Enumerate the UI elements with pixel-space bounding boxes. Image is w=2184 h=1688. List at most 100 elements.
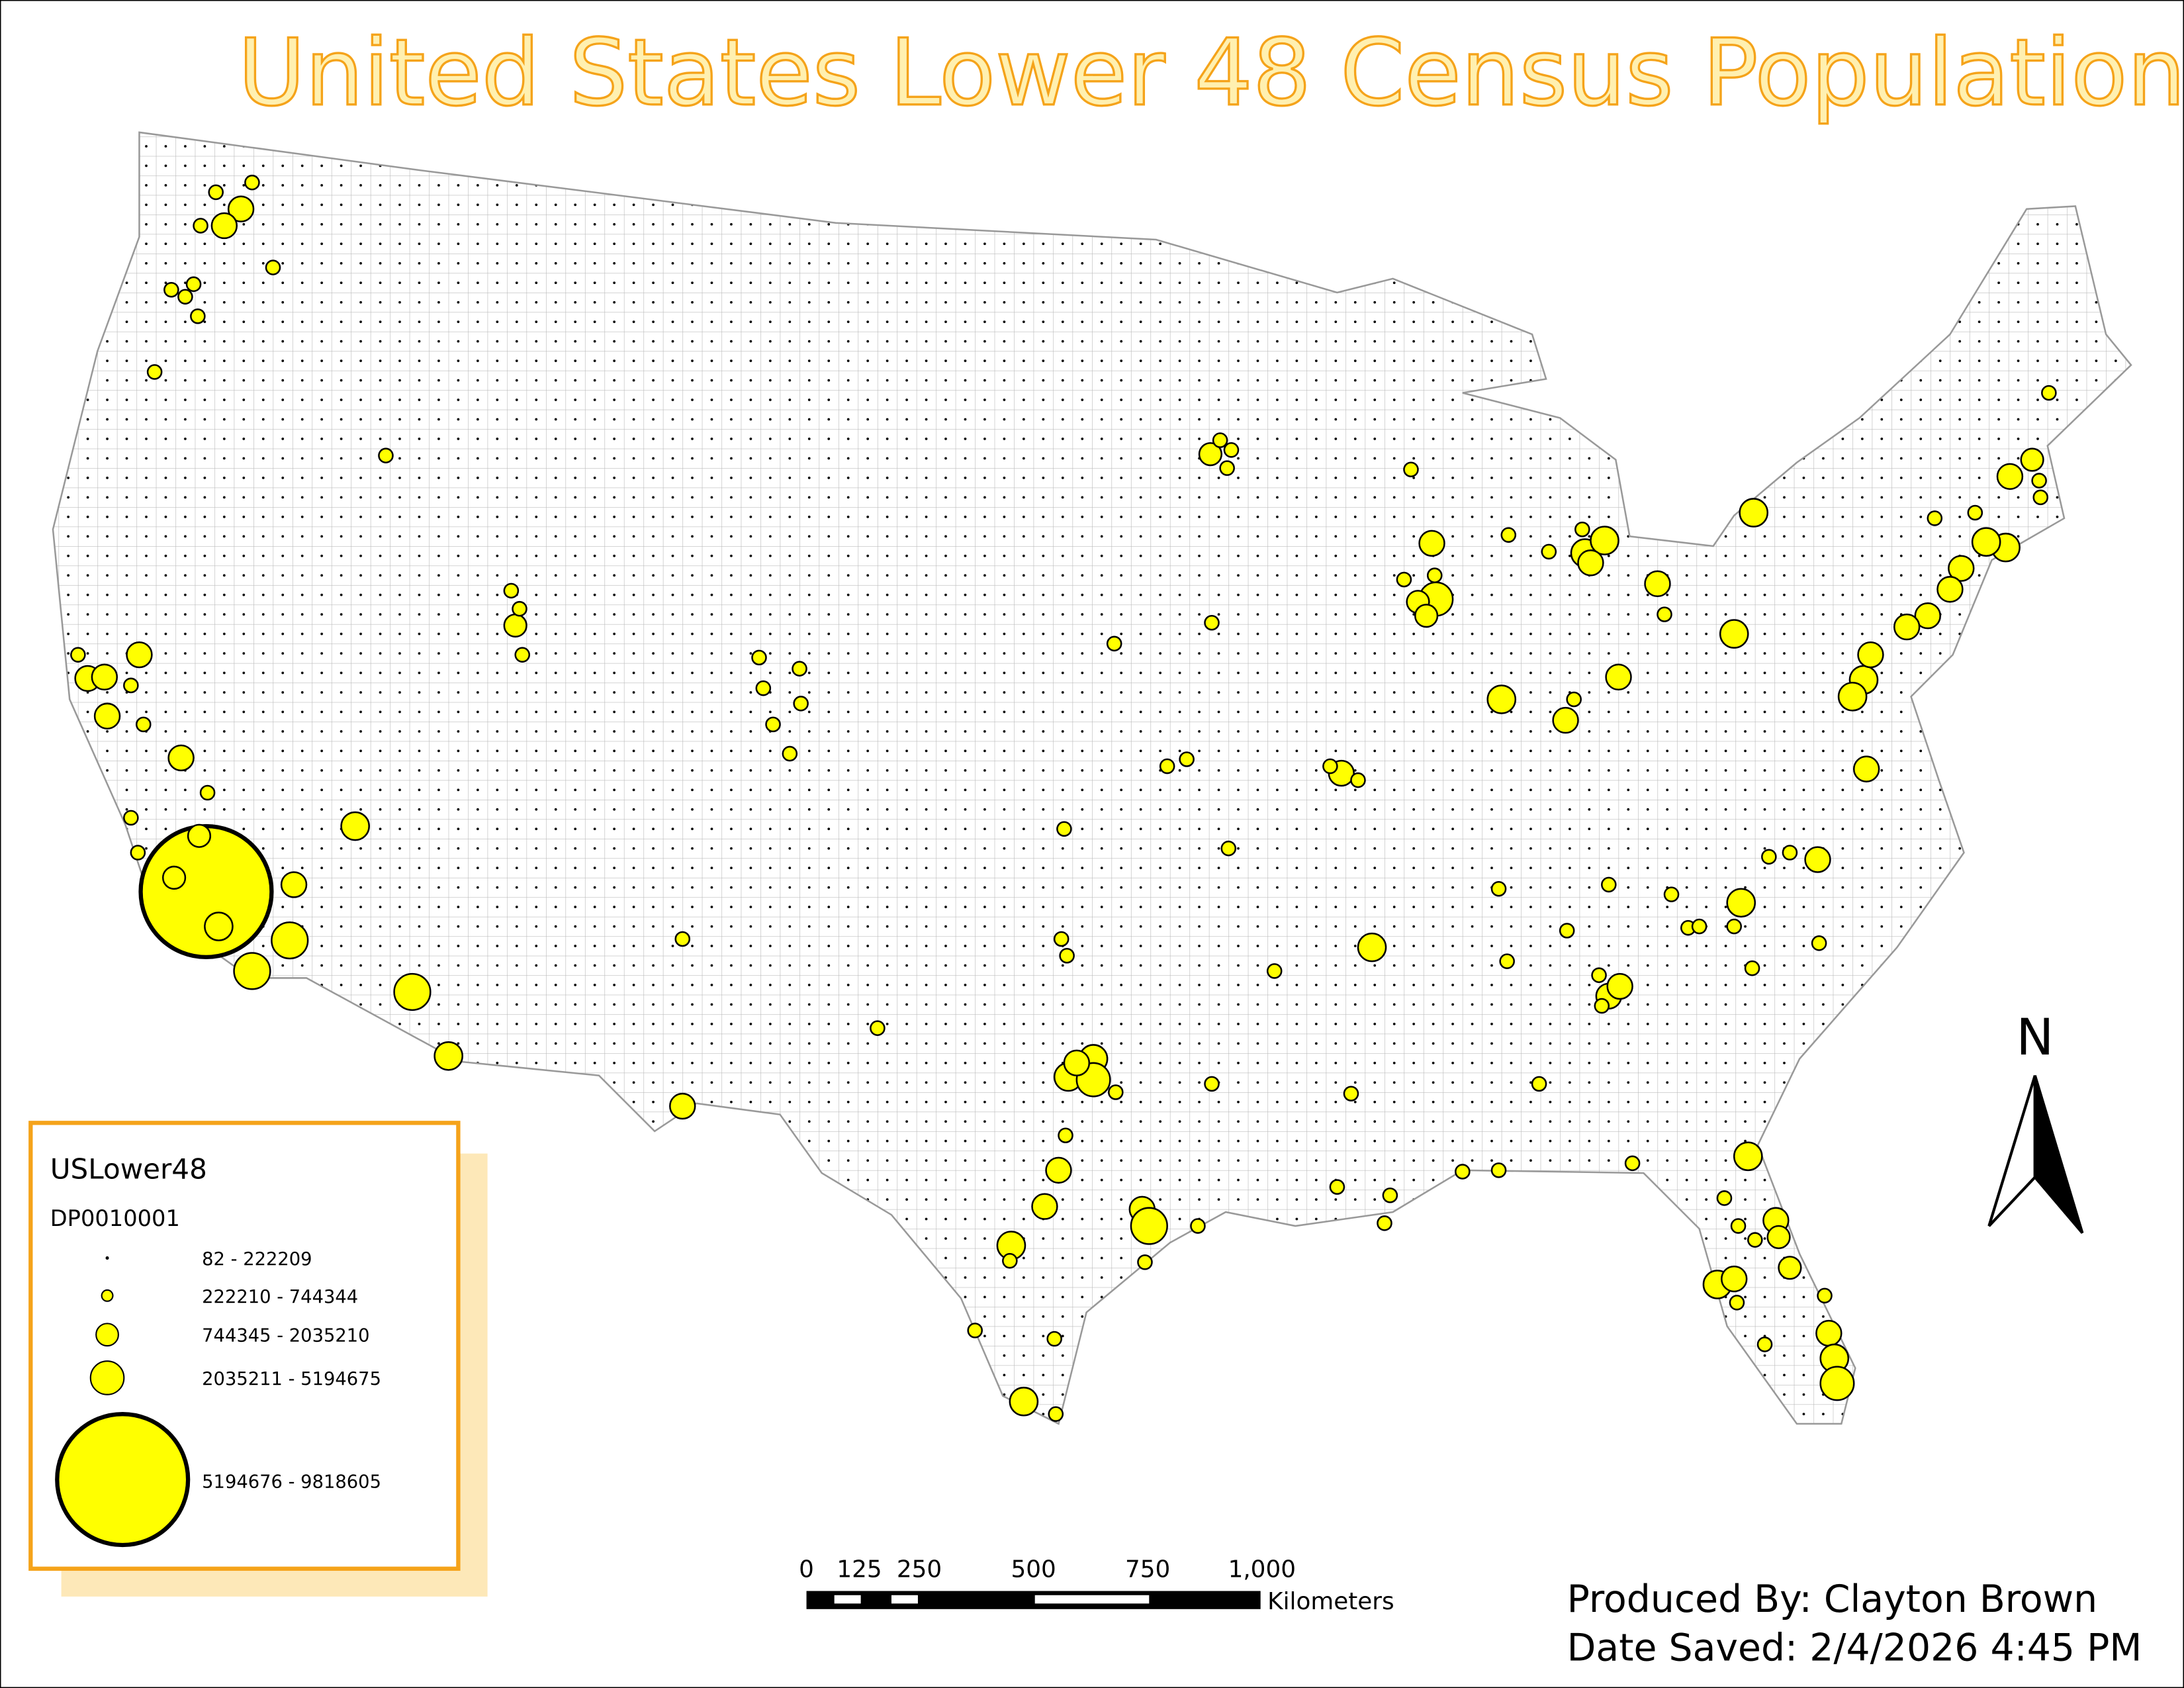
city-symbol — [1190, 1218, 1206, 1234]
city-symbol — [2041, 385, 2057, 401]
city-symbol — [1418, 530, 1445, 557]
city-symbol — [1002, 1252, 1018, 1269]
city-symbol — [163, 281, 179, 298]
city-symbol — [1624, 1155, 1641, 1172]
city-symbol — [870, 1020, 886, 1036]
city-symbol — [1766, 1225, 1791, 1249]
city-symbol — [1967, 504, 1983, 521]
city-symbol — [1716, 1190, 1733, 1206]
scale-label: 1,000 — [1228, 1556, 1296, 1583]
city-symbol — [1053, 931, 1069, 947]
legend-class: 2035211 - 5194675 — [202, 1369, 381, 1389]
legend-field: DP0010001 — [50, 1205, 180, 1231]
city-symbol — [204, 912, 234, 941]
legend-class: 5194676 - 9818605 — [202, 1472, 381, 1493]
city-symbol — [271, 921, 309, 960]
city-symbol — [1577, 549, 1604, 577]
city-symbol — [1594, 998, 1610, 1014]
city-symbol — [1936, 576, 1964, 603]
city-symbol — [1739, 498, 1769, 528]
city-symbol — [1204, 1076, 1220, 1092]
city-symbol — [1893, 613, 1921, 641]
city-symbol — [1819, 1366, 1855, 1401]
city-symbol — [1927, 510, 1943, 526]
city-symbol — [1414, 604, 1439, 628]
city-symbol — [1455, 1164, 1471, 1180]
city-symbol — [1817, 1288, 1833, 1304]
city-symbol — [1107, 1084, 1124, 1100]
scale-label: 125 — [837, 1556, 882, 1583]
city-symbol — [1606, 972, 1633, 1000]
city-symbol — [190, 308, 206, 324]
city-symbol — [1266, 963, 1283, 979]
city-symbol — [1815, 1319, 1843, 1347]
city-symbol — [177, 289, 193, 305]
city-symbol — [1996, 463, 2024, 490]
city-symbol — [669, 1092, 696, 1120]
city-symbol — [1059, 947, 1075, 964]
city-symbol — [93, 702, 121, 729]
city-symbol — [1811, 935, 1827, 951]
city-symbol — [1343, 1086, 1359, 1102]
scale-label: 0 — [799, 1556, 814, 1583]
city-symbol — [1531, 1076, 1547, 1092]
city-symbol — [1137, 1254, 1153, 1270]
city-symbol — [1357, 932, 1387, 962]
city-symbol — [1500, 527, 1517, 543]
city-symbol — [1601, 876, 1617, 893]
city-symbol — [1056, 821, 1072, 837]
produced-by: Produced By: Clayton Brown — [1567, 1577, 2097, 1621]
city-symbol — [512, 600, 527, 617]
scale-bar: 0 125 250 500 750 1,000 Kilometers — [799, 1556, 1394, 1615]
city-symbol — [1204, 614, 1220, 631]
city-symbol — [1590, 526, 1619, 555]
city-symbol — [1778, 1256, 1802, 1280]
legend-class: 222210 - 744344 — [202, 1287, 358, 1307]
city-symbol — [199, 784, 216, 801]
city-symbol — [1857, 641, 1884, 669]
city-symbol — [227, 195, 255, 222]
city-symbol — [233, 952, 271, 990]
city-symbol — [1726, 918, 1743, 935]
scale-unit: Kilometers — [1267, 1588, 1394, 1615]
city-symbol — [210, 212, 238, 240]
city-symbol — [1382, 1187, 1398, 1203]
scale-label: 250 — [897, 1556, 942, 1583]
city-symbol — [1761, 849, 1777, 865]
city-symbol — [1730, 1218, 1747, 1234]
city-symbol — [1852, 755, 1880, 782]
city-symbol — [187, 823, 212, 848]
city-symbol — [1159, 758, 1175, 774]
city-symbol — [1605, 663, 1632, 691]
city-symbol — [751, 649, 767, 666]
city-symbol — [1396, 571, 1412, 588]
city-symbol — [1733, 1141, 1763, 1172]
city-symbol — [123, 677, 139, 694]
city-symbol — [1559, 923, 1575, 939]
city-symbol — [1782, 845, 1798, 861]
city-symbol — [123, 810, 139, 826]
city-symbol — [1721, 1265, 1748, 1293]
city-symbol — [1719, 619, 1749, 649]
city-symbol — [1552, 706, 1579, 734]
city-symbol — [1031, 1193, 1058, 1220]
city-symbol — [378, 447, 394, 463]
city-symbol — [70, 647, 86, 663]
city-symbol — [130, 845, 146, 861]
city-symbol — [1837, 681, 1868, 712]
city-symbol — [167, 744, 195, 772]
city-symbol — [793, 696, 809, 712]
city-symbol — [1046, 1331, 1062, 1347]
city-symbol — [1350, 772, 1366, 788]
city-symbol — [782, 745, 798, 762]
city-symbol — [161, 865, 187, 890]
city-symbol — [765, 716, 781, 733]
city-symbol — [135, 716, 152, 733]
city-symbol — [1322, 758, 1338, 774]
city-symbol — [503, 613, 527, 638]
city-symbol — [1219, 460, 1235, 476]
city-symbol — [755, 680, 772, 696]
city-symbol — [1499, 953, 1515, 969]
city-symbol — [185, 276, 202, 293]
